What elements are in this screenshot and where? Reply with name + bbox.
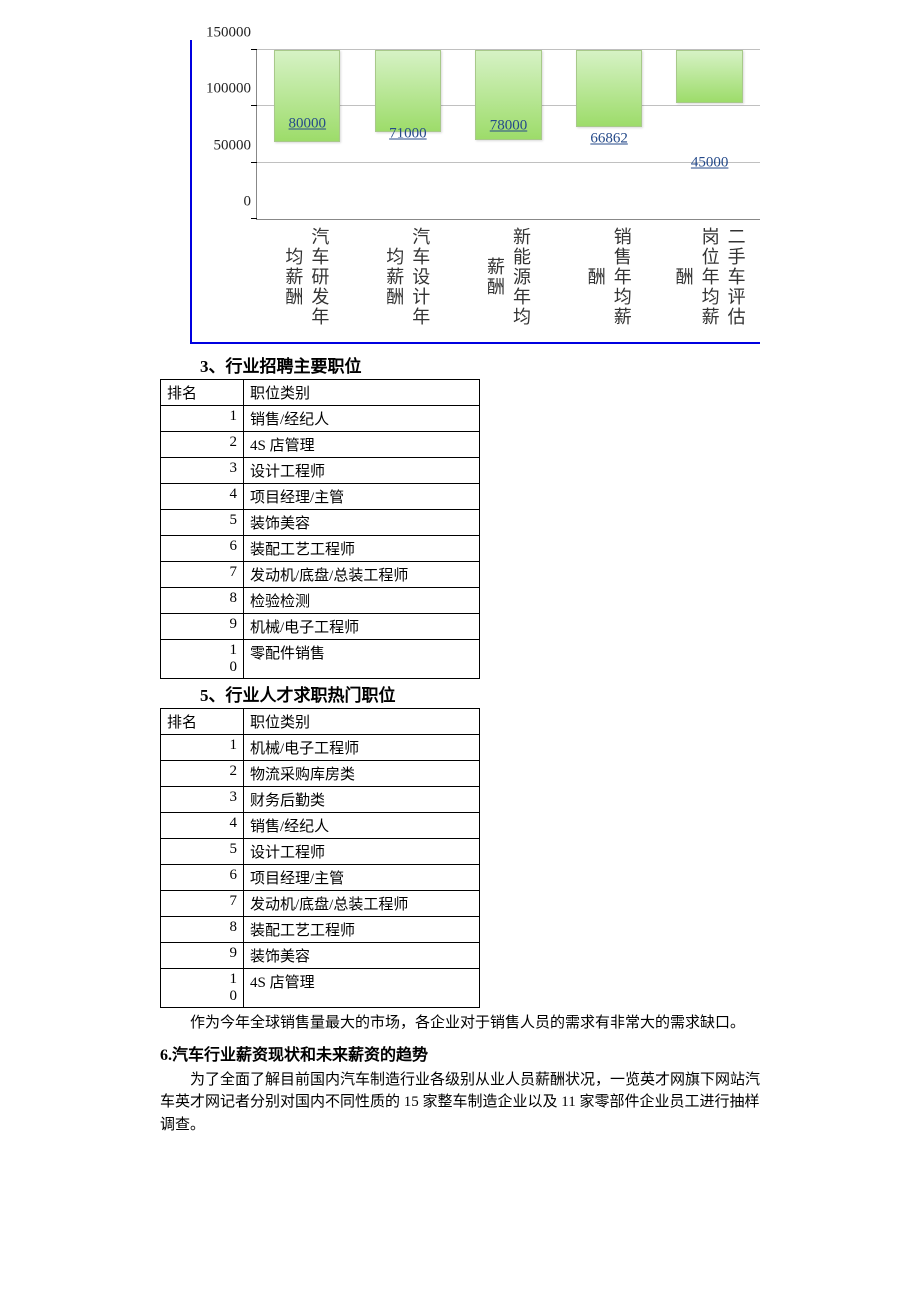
category-cell: 装饰美容 <box>244 510 480 536</box>
rank-cell: 7 <box>161 891 244 917</box>
category-cell: 装饰美容 <box>244 943 480 969</box>
col-header-rank: 排名 <box>161 380 244 406</box>
x-axis-label: 二手车评估岗位年均薪酬 <box>671 222 749 332</box>
category-cell: 4S 店管理 <box>244 432 480 458</box>
category-cell: 财务后勤类 <box>244 787 480 813</box>
salary-bar-chart: 0500001000001500008000071000780006686245… <box>190 40 760 344</box>
category-cell: 装配工艺工程师 <box>244 917 480 943</box>
rank-cell: 9 <box>161 943 244 969</box>
table-row: 10零配件销售 <box>161 640 480 679</box>
category-cell: 设计工程师 <box>244 458 480 484</box>
bar <box>375 50 441 132</box>
table-row: 3财务后勤类 <box>161 787 480 813</box>
y-tick-label: 50000 <box>214 137 252 154</box>
table-row: 8装配工艺工程师 <box>161 917 480 943</box>
col-header-category: 职位类别 <box>244 380 480 406</box>
table-row: 6装配工艺工程师 <box>161 536 480 562</box>
x-axis-label: 汽车研发年均薪酬 <box>280 222 332 332</box>
bar <box>676 50 742 103</box>
table-row: 24S 店管理 <box>161 432 480 458</box>
col-header-rank: 排名 <box>161 709 244 735</box>
category-cell: 机械/电子工程师 <box>244 614 480 640</box>
rank-cell: 10 <box>161 640 244 679</box>
rank-cell: 2 <box>161 432 244 458</box>
table-row: 8检验检测 <box>161 588 480 614</box>
rank-cell: 6 <box>161 536 244 562</box>
x-axis-label: 汽车设计年均薪酬 <box>381 222 433 332</box>
section3-table: 排名职位类别1销售/经纪人24S 店管理3设计工程师4项目经理/主管5装饰美容6… <box>160 379 480 679</box>
paragraph-sales-demand: 作为今年全球销售量最大的市场，各企业对于销售人员的需求有非常大的需求缺口。 <box>160 1012 760 1035</box>
table-row: 7发动机/底盘/总装工程师 <box>161 562 480 588</box>
rank-cell: 3 <box>161 458 244 484</box>
table-row: 1机械/电子工程师 <box>161 735 480 761</box>
rank-cell: 8 <box>161 917 244 943</box>
rank-cell: 3 <box>161 787 244 813</box>
table-row: 5设计工程师 <box>161 839 480 865</box>
rank-cell: 1 <box>161 406 244 432</box>
table-row: 4项目经理/主管 <box>161 484 480 510</box>
x-axis-label: 新能源年均薪酬 <box>482 222 534 332</box>
section6-paragraph: 为了全面了解目前国内汽车制造行业各级别从业人员薪酬状况，一览英才网旗下网站汽车英… <box>160 1069 760 1137</box>
table-row: 9机械/电子工程师 <box>161 614 480 640</box>
category-cell: 装配工艺工程师 <box>244 536 480 562</box>
bar-value-label: 45000 <box>691 155 729 172</box>
y-tick-label: 0 <box>244 194 252 211</box>
category-cell: 检验检测 <box>244 588 480 614</box>
bar-value-label: 80000 <box>289 115 327 132</box>
y-tick-label: 100000 <box>206 81 251 98</box>
section3-title: 3、行业招聘主要职位 <box>200 352 760 377</box>
table-row: 2物流采购库房类 <box>161 761 480 787</box>
col-header-category: 职位类别 <box>244 709 480 735</box>
rank-cell: 10 <box>161 969 244 1008</box>
category-cell: 机械/电子工程师 <box>244 735 480 761</box>
rank-cell: 6 <box>161 865 244 891</box>
bar <box>576 50 642 127</box>
table-row: 1销售/经纪人 <box>161 406 480 432</box>
y-tick-label: 150000 <box>206 25 251 42</box>
category-cell: 设计工程师 <box>244 839 480 865</box>
bar-value-label: 66862 <box>590 130 628 147</box>
rank-cell: 7 <box>161 562 244 588</box>
table-row: 9装饰美容 <box>161 943 480 969</box>
rank-cell: 5 <box>161 839 244 865</box>
x-axis-label: 销售年均薪酬 <box>583 222 635 332</box>
table-row: 3设计工程师 <box>161 458 480 484</box>
category-cell: 项目经理/主管 <box>244 865 480 891</box>
rank-cell: 1 <box>161 735 244 761</box>
category-cell: 销售/经纪人 <box>244 813 480 839</box>
category-cell: 项目经理/主管 <box>244 484 480 510</box>
bar-value-label: 78000 <box>490 118 528 135</box>
rank-cell: 9 <box>161 614 244 640</box>
table-row: 4销售/经纪人 <box>161 813 480 839</box>
table-row: 6项目经理/主管 <box>161 865 480 891</box>
section6-title: 6.汽车行业薪资现状和未来薪资的趋势 <box>160 1041 760 1065</box>
rank-cell: 8 <box>161 588 244 614</box>
category-cell: 物流采购库房类 <box>244 761 480 787</box>
rank-cell: 4 <box>161 484 244 510</box>
category-cell: 零配件销售 <box>244 640 480 679</box>
table-row: 7发动机/底盘/总装工程师 <box>161 891 480 917</box>
category-cell: 4S 店管理 <box>244 969 480 1008</box>
rank-cell: 5 <box>161 510 244 536</box>
category-cell: 发动机/底盘/总装工程师 <box>244 891 480 917</box>
table-row: 104S 店管理 <box>161 969 480 1008</box>
section5-table: 排名职位类别1机械/电子工程师2物流采购库房类3财务后勤类4销售/经纪人5设计工… <box>160 708 480 1008</box>
rank-cell: 2 <box>161 761 244 787</box>
bar-value-label: 71000 <box>389 126 427 143</box>
category-cell: 销售/经纪人 <box>244 406 480 432</box>
table-row: 5装饰美容 <box>161 510 480 536</box>
rank-cell: 4 <box>161 813 244 839</box>
section5-title: 5、行业人才求职热门职位 <box>200 681 760 706</box>
category-cell: 发动机/底盘/总装工程师 <box>244 562 480 588</box>
